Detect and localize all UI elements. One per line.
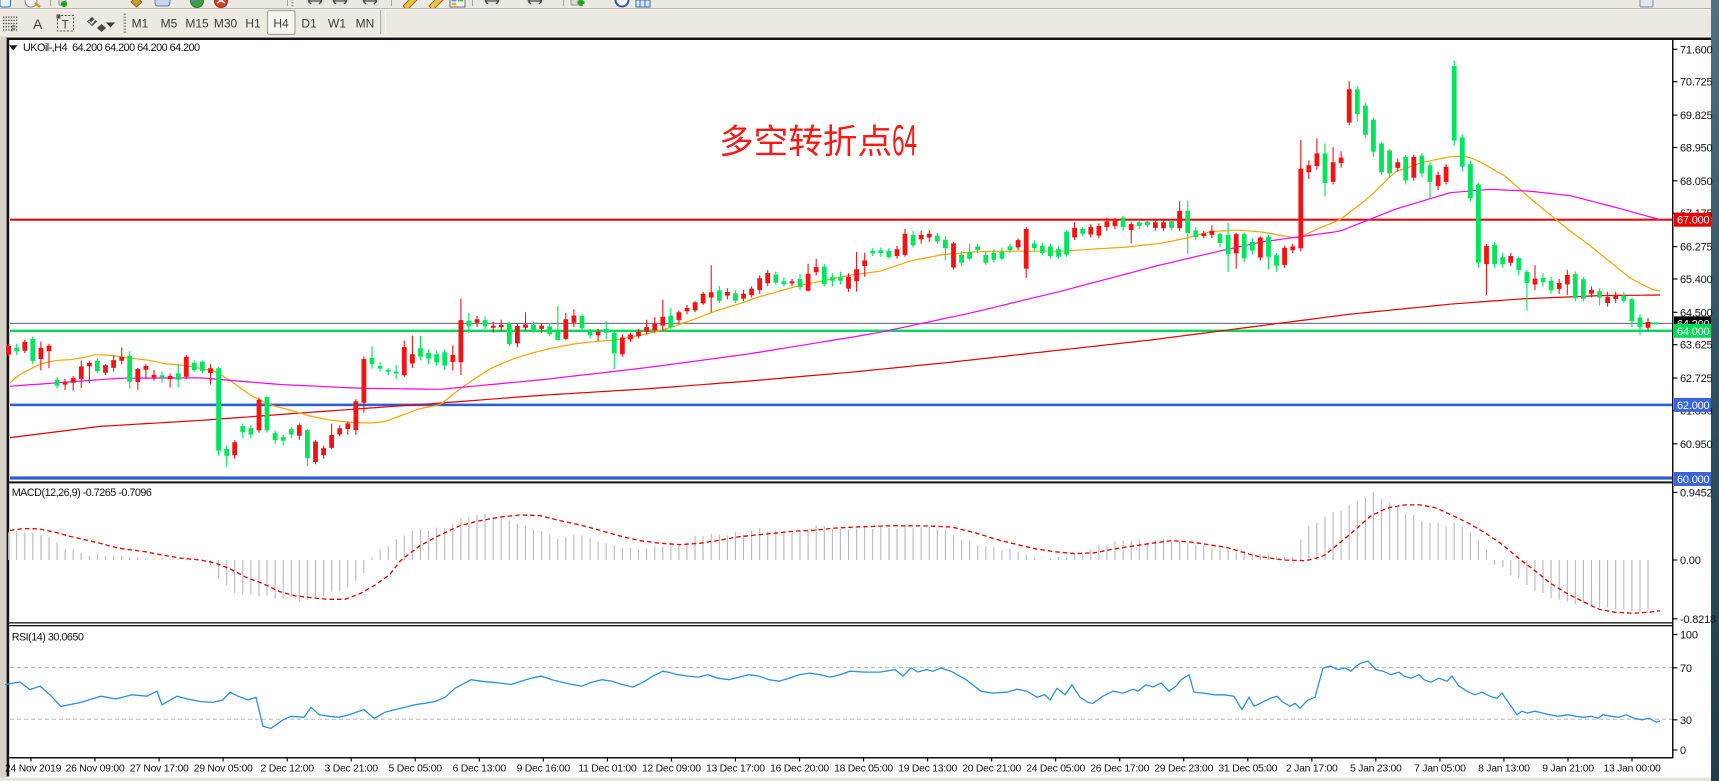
svg-text:64.000: 64.000 (1677, 326, 1710, 338)
svg-text:0.9452: 0.9452 (1680, 487, 1713, 499)
svg-text:W1: W1 (328, 17, 346, 31)
svg-text:D1: D1 (301, 17, 317, 31)
svg-text:0.00: 0.00 (1680, 555, 1701, 567)
svg-text:8 Jan 13:00: 8 Jan 13:00 (1478, 764, 1530, 775)
svg-text:30: 30 (1680, 715, 1692, 727)
svg-text:T: T (62, 18, 70, 32)
svg-text:M15: M15 (185, 17, 209, 31)
svg-text:71.600: 71.600 (1680, 44, 1713, 56)
svg-text:65.400: 65.400 (1680, 274, 1713, 286)
svg-text:H4: H4 (273, 17, 289, 31)
svg-text:M30: M30 (214, 17, 238, 31)
svg-text:3 Dec 21:00: 3 Dec 21:00 (325, 764, 379, 775)
svg-text:31 Dec 05:00: 31 Dec 05:00 (1218, 764, 1277, 775)
svg-text:60.950: 60.950 (1680, 439, 1713, 451)
svg-text:62.725: 62.725 (1680, 373, 1713, 385)
svg-text:70.725: 70.725 (1680, 77, 1713, 89)
svg-text:-0.8218: -0.8218 (1680, 614, 1716, 626)
svg-text:26 Nov 09:00: 26 Nov 09:00 (66, 764, 125, 775)
svg-text:24 Dec 05:00: 24 Dec 05:00 (1026, 764, 1085, 775)
svg-text:MACD(12,26,9) -0.7265 -0.7096: MACD(12,26,9) -0.7265 -0.7096 (12, 487, 152, 499)
svg-text:11 Dec 01:00: 11 Dec 01:00 (578, 764, 637, 775)
svg-text:5 Dec 05:00: 5 Dec 05:00 (389, 764, 443, 775)
svg-text:0: 0 (1680, 745, 1686, 757)
svg-text:27 Nov 17:00: 27 Nov 17:00 (130, 764, 189, 775)
svg-text:62.000: 62.000 (1677, 400, 1710, 412)
svg-text:F: F (11, 25, 16, 34)
svg-text:68.050: 68.050 (1680, 176, 1713, 188)
svg-text:5 Jan 23:00: 5 Jan 23:00 (1350, 764, 1402, 775)
svg-text:2 Dec 12:00: 2 Dec 12:00 (261, 764, 315, 775)
svg-text:24 Nov 2019: 24 Nov 2019 (5, 764, 62, 775)
svg-text:69.825: 69.825 (1680, 110, 1713, 122)
svg-text:13 Dec 17:00: 13 Dec 17:00 (706, 764, 765, 775)
svg-text:UKOil-,H4 64.200 64.200 64.20: UKOil-,H4 64.200 64.200 64.200 64.200 (23, 42, 200, 54)
svg-text:2 Jan 17:00: 2 Jan 17:00 (1286, 764, 1338, 775)
svg-text:H1: H1 (245, 17, 261, 31)
svg-text:7 Jan 05:00: 7 Jan 05:00 (1414, 764, 1466, 775)
svg-text:63.625: 63.625 (1680, 340, 1713, 352)
svg-text:12 Dec 09:00: 12 Dec 09:00 (642, 764, 701, 775)
svg-text:16 Dec 20:00: 16 Dec 20:00 (770, 764, 829, 775)
svg-text:6 Dec 13:00: 6 Dec 13:00 (453, 764, 507, 775)
svg-text:29 Nov 05:00: 29 Nov 05:00 (194, 764, 253, 775)
svg-text:18 Dec 05:00: 18 Dec 05:00 (834, 764, 893, 775)
svg-text:64.500: 64.500 (1680, 307, 1713, 319)
svg-text:60.000: 60.000 (1677, 474, 1710, 486)
svg-text:70: 70 (1680, 663, 1692, 675)
svg-text:M1: M1 (132, 17, 149, 31)
svg-text:MN: MN (356, 17, 375, 31)
svg-text:29 Dec 23:00: 29 Dec 23:00 (1154, 764, 1213, 775)
svg-text:9 Jan 21:00: 9 Jan 21:00 (1542, 764, 1594, 775)
svg-text:100: 100 (1680, 630, 1698, 642)
svg-text:9 Dec 16:00: 9 Dec 16:00 (517, 764, 571, 775)
svg-text:20 Dec 21:00: 20 Dec 21:00 (962, 764, 1021, 775)
svg-text:M5: M5 (161, 17, 178, 31)
svg-text:67.000: 67.000 (1677, 215, 1710, 227)
svg-text:26 Dec 17:00: 26 Dec 17:00 (1090, 764, 1149, 775)
svg-text:66.275: 66.275 (1680, 242, 1713, 254)
svg-text:RSI(14) 30.0650: RSI(14) 30.0650 (12, 632, 84, 644)
svg-text:A: A (33, 16, 43, 32)
svg-text:68.950: 68.950 (1680, 143, 1713, 155)
svg-text:19 Dec 13:00: 19 Dec 13:00 (898, 764, 957, 775)
svg-text:13 Jan 00:00: 13 Jan 00:00 (1603, 764, 1661, 775)
